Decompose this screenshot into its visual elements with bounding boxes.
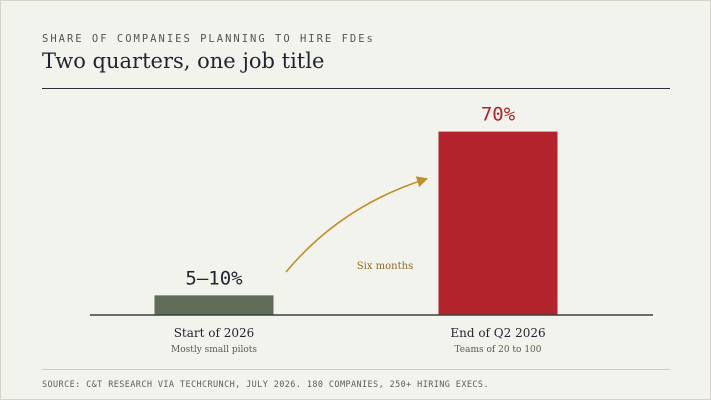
category-note: Mostly small pilots (171, 345, 257, 355)
category-label: Start of 2026 (174, 326, 255, 340)
annotation-label: Six months (357, 261, 413, 272)
value-label: 5–10% (185, 267, 243, 289)
bar-start-2026 (154, 295, 274, 315)
six-months-arrow (285, 176, 429, 273)
chart-title: Two quarters, one job title (42, 49, 325, 73)
category-label: End of Q2 2026 (450, 326, 545, 340)
value-label: 70% (481, 104, 516, 126)
bar-end-q2-2026 (438, 131, 558, 315)
chart-eyebrow: SHARE OF COMPANIES PLANNING TO HIRE FDEs (42, 33, 375, 45)
source-note: SOURCE: C&T RESEARCH VIA TECHCRUNCH, JUL… (42, 380, 489, 390)
title-divider (42, 88, 670, 89)
footer-divider (42, 369, 670, 370)
category-note: Teams of 20 to 100 (454, 345, 541, 355)
